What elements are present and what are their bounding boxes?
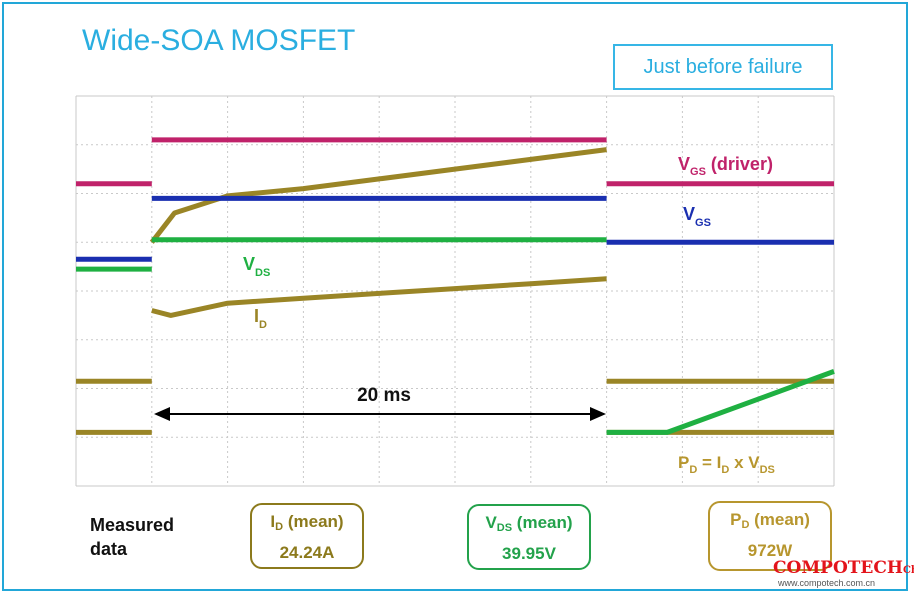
status-box: Just before failure (613, 44, 833, 90)
measured-label-line2: data (90, 539, 128, 559)
plot-grid (75, 95, 835, 487)
readout-vds-heading: VDS (mean) (485, 513, 573, 534)
interval-arrow: 20 ms (154, 385, 606, 421)
trace-pd-segment-1 (149, 147, 607, 244)
readout-vds-value: 39.95V (502, 544, 556, 563)
measured-data-label: Measured data (90, 513, 210, 561)
arrow-right-head (590, 407, 606, 421)
readout-pd-mean: PD (mean) 972W (708, 501, 832, 571)
readout-id-value: 24.24A (279, 543, 335, 562)
arrow-left-head (154, 407, 170, 421)
watermark-logo: COMPOTECHChina www.compotech.com.cn (773, 558, 914, 594)
trace-vds-segment-2 (606, 369, 835, 435)
label-vgs: VGS (683, 204, 711, 229)
label-vgs-driver: VGS (driver) (678, 154, 773, 178)
slide-title: Wide-SOA MOSFET (82, 24, 356, 57)
measured-label-line1: Measured (90, 515, 175, 535)
readout-id-mean: ID (mean) 24.24A (250, 503, 364, 569)
watermark-brand: COMPOTECHChina (773, 558, 914, 578)
readout-id-heading: ID (mean) (270, 512, 344, 533)
status-text: Just before failure (643, 55, 803, 78)
trace-id-segment-1 (151, 276, 607, 318)
readout-vds-mean: VDS (mean) 39.95V (467, 504, 591, 570)
label-vds: VDS (243, 254, 270, 279)
readout-pd-heading: PD (mean) (730, 510, 810, 531)
interval-label: 20 ms (357, 385, 411, 406)
label-pd-formula: PD = ID x VDS (678, 453, 775, 476)
slide-frame (2, 2, 908, 591)
plot-traces (76, 137, 835, 435)
label-id: ID (254, 306, 267, 331)
watermark-url: www.compotech.com.cn (778, 578, 876, 588)
readout-pd-value: 972W (747, 541, 793, 560)
